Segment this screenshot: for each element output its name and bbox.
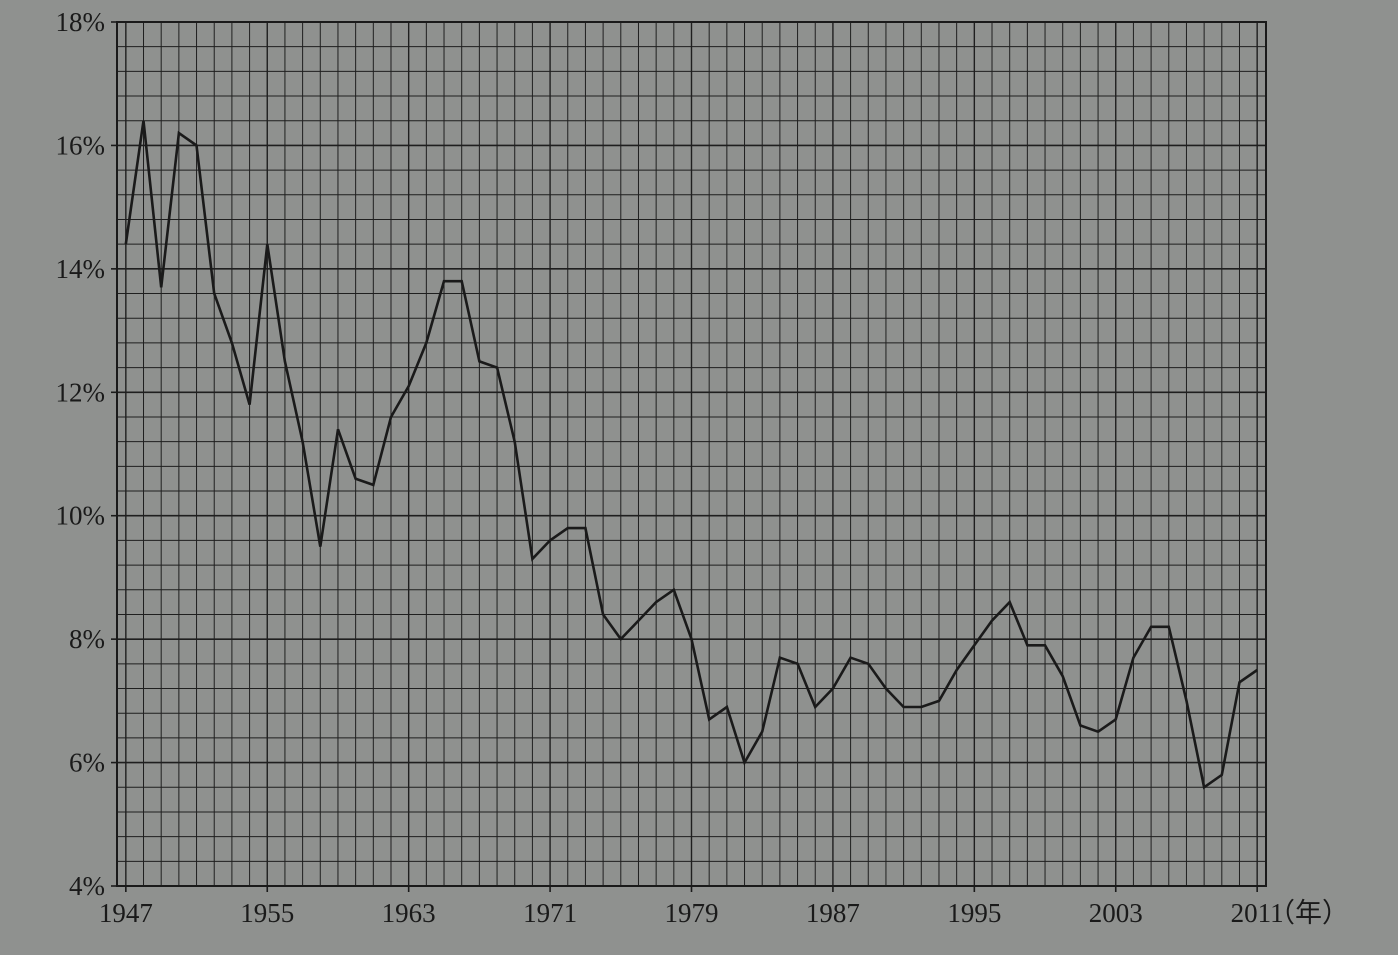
x-tick-label: 1987 [806, 898, 860, 928]
x-tick-label: 1947 [99, 898, 153, 928]
x-tick-label: 1955 [240, 898, 294, 928]
y-tick-label: 6% [69, 748, 105, 778]
y-tick-label: 10% [56, 501, 106, 531]
x-tick-label: 2003 [1089, 898, 1143, 928]
x-tick-label: 1963 [382, 898, 436, 928]
x-tick-label: 1971 [523, 898, 577, 928]
grid [117, 21, 1266, 887]
y-tick-label: 12% [56, 377, 106, 407]
y-tick-label: 8% [69, 624, 105, 654]
series-line-0 [124, 120, 1258, 790]
y-tick-label: 16% [56, 130, 106, 160]
x-tick-label: 2011 [1231, 898, 1284, 928]
y-tick-label: 14% [56, 254, 106, 284]
series-group [124, 120, 1258, 790]
y-tick-label: 18% [56, 7, 106, 37]
x-axis-label: （年） [1268, 898, 1349, 928]
y-tick-label: 4% [69, 871, 105, 901]
x-tick-label: 1995 [947, 898, 1001, 928]
x-tick-label: 1979 [665, 898, 719, 928]
y-axis-tick-labels: 4% 6% 8% 10% 12% 14% 16% 18% [56, 7, 117, 901]
x-axis-tick-labels: 1947 1955 1963 1971 1979 1987 1995 2003 2011 [99, 886, 1284, 928]
